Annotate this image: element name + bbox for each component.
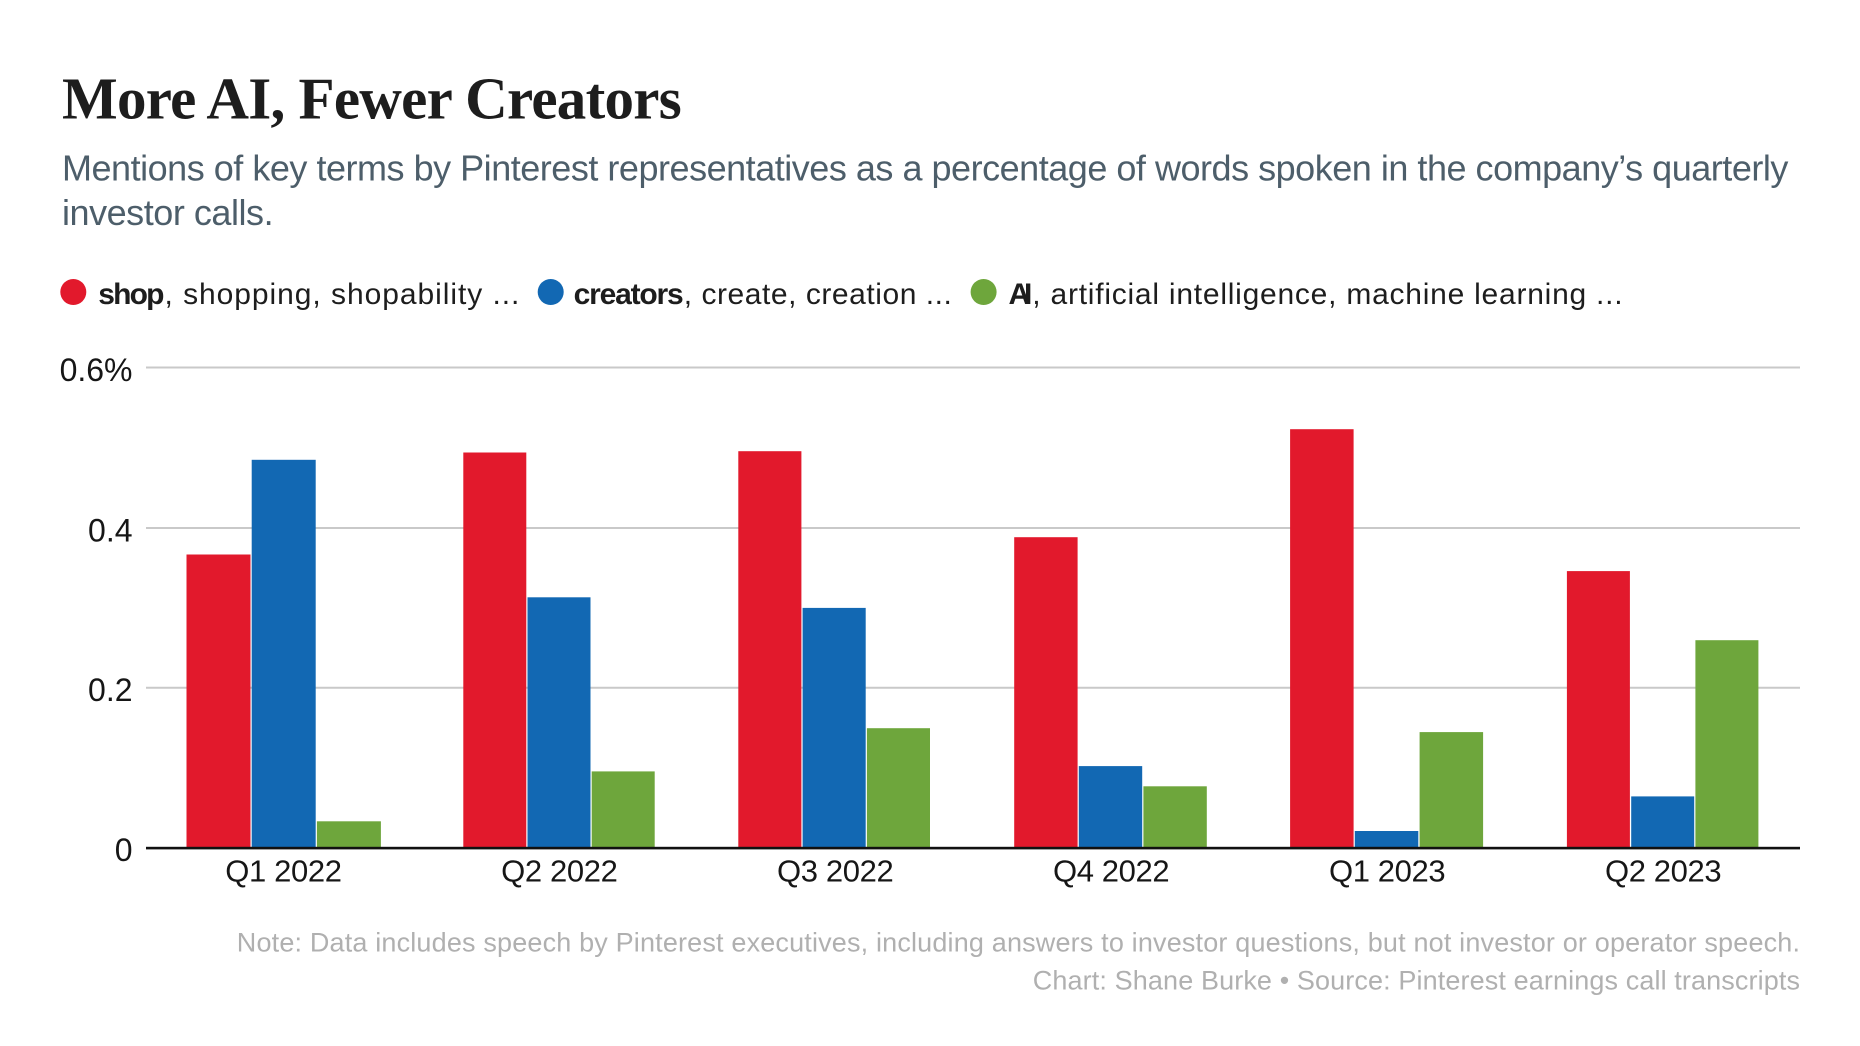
svg-text:Note: Data includes speech by: Note: Data includes speech by Pinterest … xyxy=(237,928,1800,958)
svg-text:Chart: Shane Burke • Source: P: Chart: Shane Burke • Source: Pinterest e… xyxy=(1033,966,1800,996)
svg-text:, create, creation ...: , create, creation ... xyxy=(684,278,952,311)
svg-text:0.6%: 0.6% xyxy=(60,352,133,388)
svg-text:0: 0 xyxy=(115,832,133,868)
svg-text:investor calls.: investor calls. xyxy=(62,192,274,233)
svg-text:Q3 2022: Q3 2022 xyxy=(777,854,894,889)
svg-text:Q1 2023: Q1 2023 xyxy=(1329,854,1446,889)
svg-text:AI: AI xyxy=(1009,278,1033,311)
svg-text:More AI, Fewer Creators: More AI, Fewer Creators xyxy=(62,66,682,132)
svg-text:Q2 2023: Q2 2023 xyxy=(1605,854,1722,889)
svg-text:0.2: 0.2 xyxy=(88,672,132,708)
svg-text:Mentions of key terms by Pinte: Mentions of key terms by Pinterest repre… xyxy=(62,147,1788,188)
svg-text:, shopping, shopability ...: , shopping, shopability ... xyxy=(165,278,520,311)
svg-text:Q2 2022: Q2 2022 xyxy=(501,854,618,889)
svg-text:Q1 2022: Q1 2022 xyxy=(225,854,342,889)
svg-text:Q4 2022: Q4 2022 xyxy=(1053,854,1170,889)
svg-text:shop: shop xyxy=(98,278,164,311)
svg-text:, artificial intelligence, mac: , artificial intelligence, machine learn… xyxy=(1032,278,1622,311)
svg-text:creators: creators xyxy=(574,278,684,311)
svg-text:0.4: 0.4 xyxy=(88,513,132,549)
